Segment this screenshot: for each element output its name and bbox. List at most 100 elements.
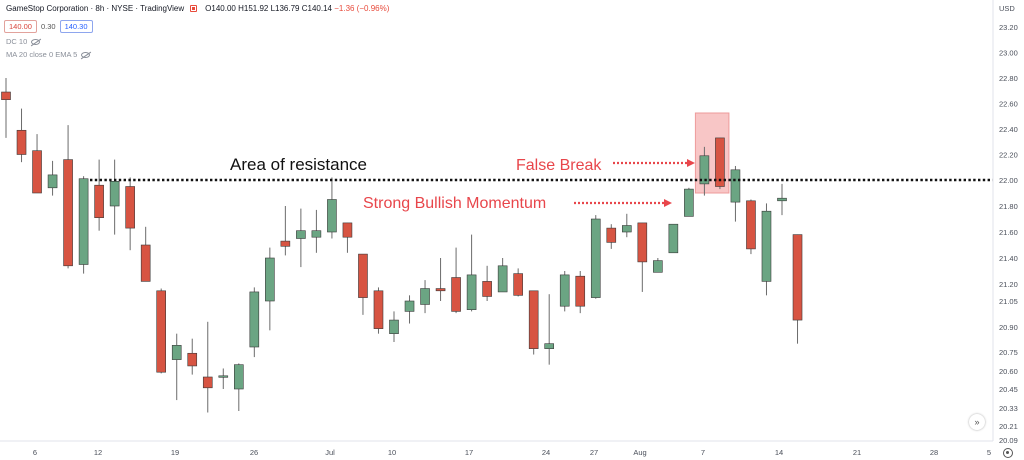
- indicator-ma[interactable]: MA 20 close 0 EMA 5: [6, 50, 91, 59]
- candle-bullish: [296, 230, 306, 239]
- candle-bullish: [420, 288, 430, 305]
- indicator-ma-label: MA 20 close 0 EMA 5: [6, 50, 78, 59]
- ohlc-open: O140.00: [205, 4, 236, 13]
- price-tick-label: 21.60: [999, 228, 1018, 237]
- price-tick-label: 22.20: [999, 151, 1018, 160]
- price-tick-label: 20.21: [999, 422, 1018, 431]
- eye-hidden-icon[interactable]: [81, 51, 91, 58]
- candle-bearish: [637, 222, 648, 263]
- candle-bullish: [684, 188, 694, 217]
- candle-bearish: [513, 273, 523, 296]
- candle-bullish: [730, 169, 741, 203]
- time-tick-label: 17: [465, 448, 473, 457]
- candle-bearish: [715, 137, 725, 187]
- area-of-resistance-label: Area of resistance: [230, 155, 367, 174]
- candle-bearish: [358, 253, 368, 298]
- time-tick-label: Aug: [633, 448, 646, 457]
- time-axis[interactable]: 6 12 19 26 Jul 10 17 24 27 Aug 7 14 21 28 5: [0, 440, 993, 457]
- time-tick-label: 19: [171, 448, 179, 457]
- chart-header: GameStop Corporation · 8h · NYSE · Tradi…: [6, 4, 389, 13]
- price-tick-label: 20.33: [999, 404, 1018, 413]
- indicator-dc[interactable]: DC 10: [6, 37, 41, 46]
- strong-momentum-label: Strong Bullish Momentum: [363, 195, 546, 212]
- candle-bullish: [389, 319, 399, 334]
- candle-bullish: [404, 300, 415, 312]
- candle-bullish: [621, 225, 632, 233]
- candle-bullish: [559, 274, 570, 307]
- time-tick-label: 5: [987, 448, 991, 457]
- price-tick-label: 20.09: [999, 436, 1018, 445]
- flag-icon[interactable]: [190, 5, 198, 12]
- candle-bearish: [280, 240, 291, 247]
- time-tick-label: 14: [775, 448, 783, 457]
- annotations: Area of resistance False Break Strong Bu…: [230, 155, 695, 212]
- price-boxes: 140.00 0.30 140.30: [4, 20, 93, 33]
- time-tick-label: 27: [590, 448, 598, 457]
- ohlc-high: H151.92: [238, 4, 269, 13]
- buy-price-button[interactable]: 140.30: [59, 20, 93, 33]
- candle-bullish: [668, 223, 679, 254]
- candle-bearish: [125, 186, 135, 229]
- candle-bearish: [63, 159, 73, 267]
- price-tick-label: 22.80: [999, 74, 1018, 83]
- candle-bullish: [171, 345, 182, 360]
- candle-bullish: [777, 197, 787, 202]
- eye-hidden-icon[interactable]: [31, 38, 41, 45]
- candle-bullish: [699, 155, 710, 185]
- sell-price-button[interactable]: 140.00: [4, 20, 37, 33]
- candle-bearish: [435, 288, 446, 292]
- candle-bearish: [575, 275, 586, 307]
- false-break-label: False Break: [516, 157, 602, 174]
- candle-bullish: [265, 257, 275, 302]
- candle-bullish: [218, 375, 229, 378]
- price-tick-label: 21.20: [999, 280, 1018, 289]
- price-tick-label: 23.00: [999, 49, 1018, 58]
- price-tick-label: 22.00: [999, 176, 1018, 185]
- candle-bullish: [590, 218, 601, 298]
- candle-bearish: [202, 376, 213, 389]
- candle-bearish: [1, 91, 11, 100]
- strong-momentum-arrow: [574, 199, 672, 207]
- candle-bullish: [466, 274, 477, 310]
- candle-bearish: [451, 277, 461, 312]
- candle-bearish: [792, 234, 803, 321]
- candle-bearish: [156, 290, 166, 373]
- candle-bullish: [544, 343, 555, 349]
- currency-label: USD: [999, 4, 1015, 13]
- candles: [1, 78, 803, 413]
- candle-bearish: [342, 222, 353, 238]
- indicator-dc-label: DC 10: [6, 37, 28, 46]
- spread-value: 0.30: [40, 22, 56, 31]
- price-tick-label: 22.40: [999, 125, 1018, 134]
- time-tick-label: 6: [33, 448, 37, 457]
- candle-bullish: [653, 260, 663, 273]
- ohlc-values: O140.00 H151.92 L136.79 C140.14 −1.36 (−…: [205, 4, 389, 13]
- candle-bearish: [373, 290, 384, 329]
- candle-bearish: [482, 281, 492, 297]
- time-tick-label: 21: [853, 448, 861, 457]
- false-break-arrow: [613, 159, 695, 167]
- time-tick-label: 26: [250, 448, 258, 457]
- ohlc-change: −1.36 (−0.96%): [334, 4, 390, 13]
- double-chevron-right-icon: »: [974, 417, 980, 427]
- price-tick-label: 20.90: [999, 323, 1018, 332]
- price-tick-label: 20.45: [999, 385, 1018, 394]
- price-axis[interactable]: USD 23.20 23.00 22.80 22.60 22.40 22.20 22.00 2…: [992, 0, 1018, 445]
- time-tick-label: 24: [542, 448, 550, 457]
- candle-bullish: [327, 199, 337, 233]
- candle-bullish: [234, 364, 244, 390]
- settings-gear-icon[interactable]: [1003, 448, 1013, 458]
- symbol-title[interactable]: GameStop Corporation · 8h · NYSE · Tradi…: [6, 4, 185, 13]
- candle-bearish: [94, 184, 104, 218]
- time-tick-label: 7: [701, 448, 705, 457]
- scroll-to-realtime-button[interactable]: »: [969, 414, 985, 430]
- candle-bullish: [78, 178, 89, 265]
- time-tick-label: 12: [94, 448, 102, 457]
- time-tick-label: 10: [388, 448, 396, 457]
- time-tick-label: Jul: [325, 448, 335, 457]
- ohlc-low: L136.79: [270, 4, 300, 13]
- candle-bullish: [249, 291, 260, 348]
- candle-bullish: [109, 181, 120, 207]
- ohlc-close: C140.14: [301, 4, 332, 13]
